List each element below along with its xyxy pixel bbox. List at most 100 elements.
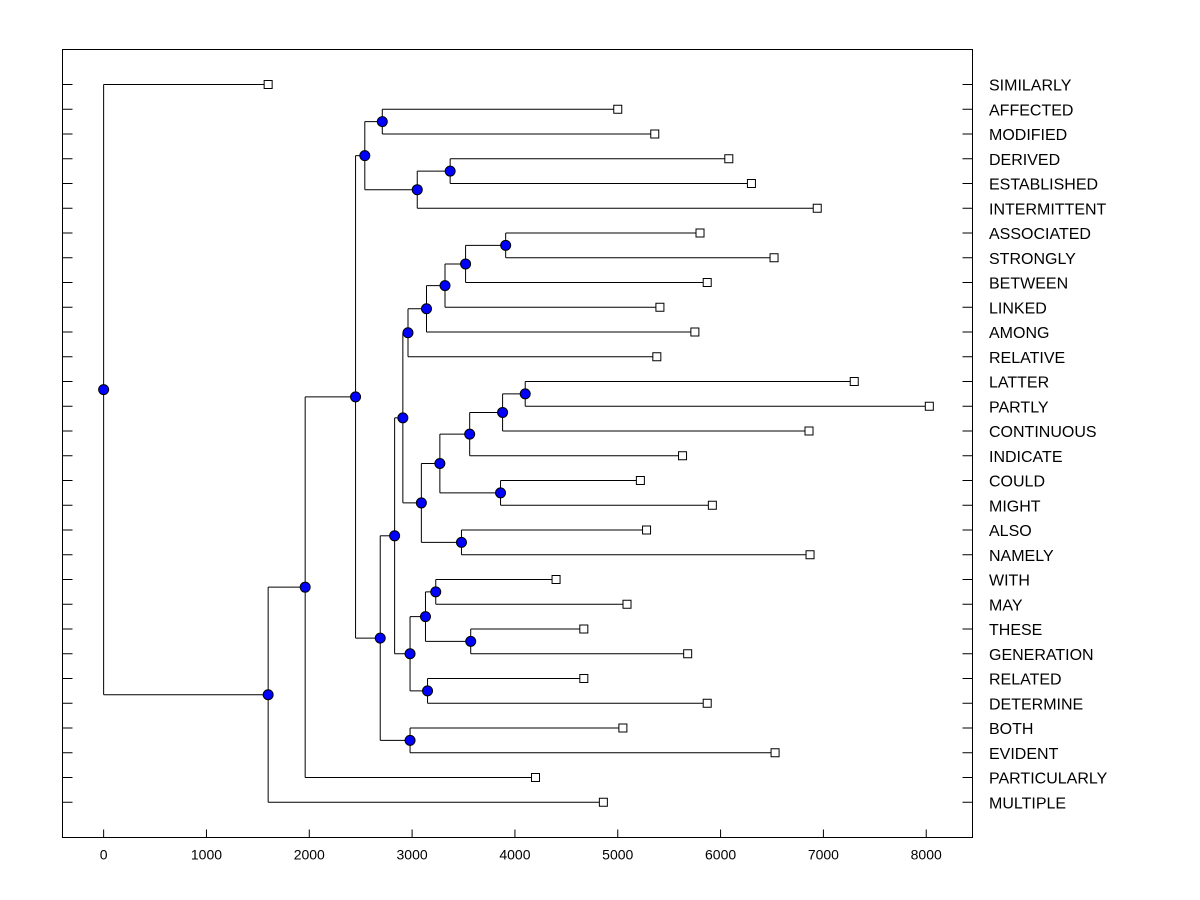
x-tick-label-8000: 8000 xyxy=(911,847,942,863)
leaf-marker-also xyxy=(642,525,652,535)
leaf-marker-established xyxy=(746,179,756,188)
leaf-marker-intermittent xyxy=(812,203,822,213)
merge-node-n27 xyxy=(299,581,311,593)
leaf-marker-could xyxy=(635,476,645,485)
leaf-marker-determine xyxy=(702,698,712,708)
leaf-label-affected: AFFECTED xyxy=(989,102,1073,119)
leaf-label-intermittent: INTERMITTENT xyxy=(989,201,1107,218)
leaf-label-these: THESE xyxy=(989,622,1042,639)
leaf-marker-latter xyxy=(849,377,859,386)
leaf-label-relative: RELATIVE xyxy=(989,350,1065,367)
leaf-label-may: MAY xyxy=(989,597,1023,614)
leaf-marker-namely xyxy=(805,550,815,560)
leaf-marker-continuous xyxy=(804,426,814,436)
leaf-label-indicate: INDICATE xyxy=(989,449,1062,466)
leaf-marker-between xyxy=(702,278,712,287)
leaf-tick-marks xyxy=(62,84,973,803)
leaf-labels: SIMILARLY AFFECTED MODIFIED DERIVED ESTABLIS… xyxy=(989,78,1108,813)
leaf-label-strongly: STRONGLY xyxy=(989,251,1076,268)
merge-node-n7 xyxy=(439,280,451,292)
plot-frame xyxy=(62,49,973,838)
leaf-marker-particularly xyxy=(530,773,540,782)
merge-node-n26 xyxy=(350,391,362,403)
merge-node-n17 xyxy=(397,412,409,424)
leaf-label-modified: MODIFIED xyxy=(989,127,1067,144)
dendrogram-links xyxy=(103,84,930,803)
merge-node-n15 xyxy=(455,536,467,548)
leaf-label-partly: PARTLY xyxy=(989,399,1049,416)
merge-node-n11 xyxy=(497,406,509,418)
leaf-label-evident: EVIDENT xyxy=(989,746,1059,763)
merge-node-n28 xyxy=(262,689,274,701)
x-tick-label-7000: 7000 xyxy=(808,847,839,863)
merge-node-n20 xyxy=(419,611,431,623)
merge-node-n12 xyxy=(464,428,476,440)
merge-node-n2 xyxy=(444,165,456,177)
leaf-marker-linked xyxy=(655,302,665,312)
leaf-marker-might xyxy=(707,500,717,510)
leaf-label-determine: DETERMINE xyxy=(989,696,1083,713)
merge-node-n16 xyxy=(415,497,427,509)
leaf-marker-generation xyxy=(683,649,693,659)
leaf-marker-modified xyxy=(650,129,660,139)
leaf-label-generation: GENERATION xyxy=(989,647,1094,664)
leaf-label-established: ESTABLISHED xyxy=(989,177,1098,194)
leaf-marker-may xyxy=(622,599,632,609)
leaf-label-both: BOTH xyxy=(989,721,1033,738)
merge-node-n29 xyxy=(98,384,110,396)
x-tick-label-1000: 1000 xyxy=(191,847,222,863)
leaf-marker-these xyxy=(579,624,589,634)
leaf-marker-relative xyxy=(652,352,662,362)
x-tick-label-2000: 2000 xyxy=(294,847,325,863)
leaf-marker-indicate xyxy=(678,451,688,461)
leaf-marker-both xyxy=(618,723,628,733)
merge-node-n25 xyxy=(374,632,386,644)
leaf-label-linked: LINKED xyxy=(989,300,1047,317)
leaf-label-between: BETWEEN xyxy=(989,276,1068,293)
x-tick-label-4000: 4000 xyxy=(499,847,530,863)
merge-node-n6 xyxy=(460,258,472,270)
merge-node-n24 xyxy=(404,734,416,746)
merge-node-n23 xyxy=(389,530,401,542)
leaf-label-derived: DERIVED xyxy=(989,152,1060,169)
leaf-label-multiple: MULTIPLE xyxy=(989,795,1066,812)
x-tick-label-3000: 3000 xyxy=(397,847,428,863)
leaf-marker-derived xyxy=(724,154,734,164)
leaf-label-continuous: CONTINUOUS xyxy=(989,424,1097,441)
merge-node-n18 xyxy=(430,586,442,598)
leaf-label-also: ALSO xyxy=(989,523,1032,540)
merge-node-n13 xyxy=(495,487,507,499)
leaf-label-among: AMONG xyxy=(989,325,1049,342)
merge-node-n8 xyxy=(421,303,432,315)
leaf-label-could: COULD xyxy=(989,474,1045,491)
merge-node-markers xyxy=(98,116,531,746)
merge-node-n1 xyxy=(376,116,388,128)
merge-node-n10 xyxy=(519,388,531,400)
leaf-label-might: MIGHT xyxy=(989,498,1041,515)
leaf-label-namely: NAMELY xyxy=(989,548,1054,565)
leaf-marker-similarly xyxy=(263,80,273,89)
merge-node-n4 xyxy=(359,150,371,162)
leaf-label-related: RELATED xyxy=(989,672,1062,689)
merge-node-n9 xyxy=(402,327,414,339)
leaf-markers xyxy=(263,80,934,807)
leaf-marker-multiple xyxy=(598,797,608,807)
leaf-marker-partly xyxy=(924,401,934,411)
merge-node-n22 xyxy=(404,648,416,660)
leaf-marker-associated xyxy=(695,228,705,238)
leaf-label-latter: LATTER xyxy=(989,375,1049,392)
leaf-label-particularly: PARTICULARLY xyxy=(989,771,1108,788)
leaf-marker-among xyxy=(690,327,700,337)
leaf-label-similarly: SIMILARLY xyxy=(989,78,1072,95)
leaf-marker-related xyxy=(579,674,589,683)
leaf-label-with: WITH xyxy=(989,573,1030,590)
leaf-marker-with xyxy=(551,575,561,584)
leaf-marker-strongly xyxy=(769,253,779,263)
merge-node-n14 xyxy=(434,457,446,469)
merge-node-n5 xyxy=(500,239,512,251)
x-tick-label-5000: 5000 xyxy=(602,847,633,863)
leaf-marker-affected xyxy=(613,104,623,114)
x-axis: 0 1000 2000 3000 4000 5000 6000 7000 8000 xyxy=(100,829,942,863)
leaf-marker-evident xyxy=(770,748,780,758)
